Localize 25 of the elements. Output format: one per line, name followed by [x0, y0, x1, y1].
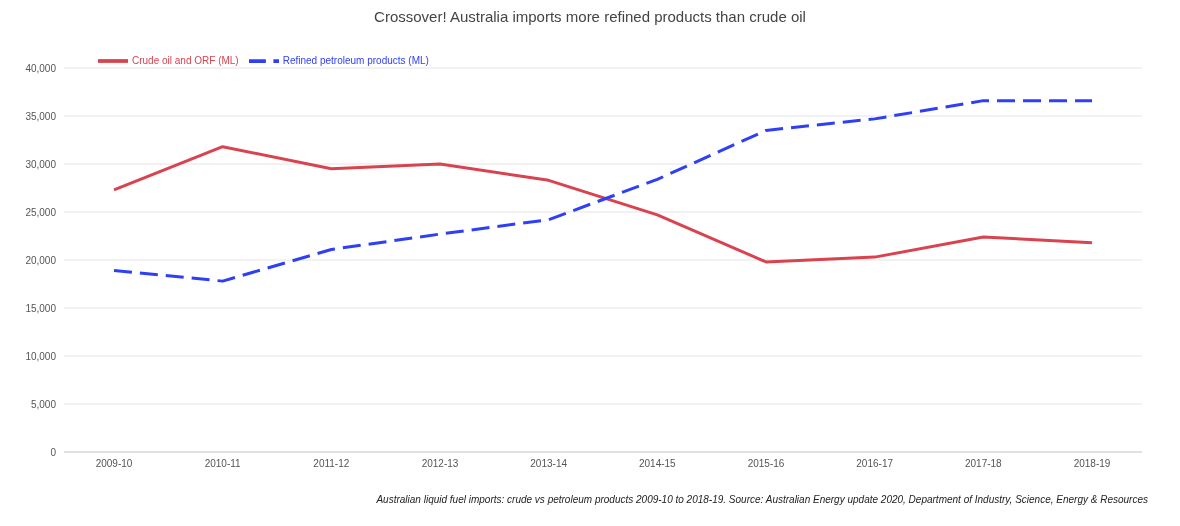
- legend-label: Refined petroleum products (ML): [282, 54, 429, 66]
- x-tick-label: 2009-10: [95, 458, 133, 470]
- y-tick-label: 10,000: [25, 350, 57, 362]
- x-tick-label: 2014-15: [638, 458, 677, 470]
- line-series: [112, 145, 1094, 264]
- x-tick-label: 2011-12: [313, 458, 350, 470]
- x-tick-label: 2017-18: [964, 458, 1003, 470]
- y-tick-label: 15,000: [25, 302, 57, 314]
- x-tick-label: 2016-17: [856, 458, 894, 470]
- line-series: [112, 99, 1094, 283]
- y-tick-label: 35,000: [25, 110, 57, 122]
- y-tick-label: 25,000: [25, 206, 57, 218]
- legend-label: Crude oil and ORF (ML): [132, 54, 239, 66]
- x-tick-label: 2010-11: [204, 458, 242, 470]
- y-tick-label: 5,000: [30, 398, 57, 410]
- chart-title: Crossover! Australia imports more refined products than crude oil: [373, 8, 807, 27]
- text: Australian liquid fuel imports: crude vs petroleum products 2009-10 to 2018-19. Source: Australian Energy update 2020, Department of Industry, Science, Energy & Resources: [375, 494, 1149, 505]
- x-tick-label: 2012-13: [421, 458, 459, 470]
- x-tick-label: 2018-19: [1073, 458, 1111, 470]
- y-tick-label: 20,000: [25, 254, 57, 266]
- y-tick-label: 30,000: [25, 158, 57, 170]
- y-tick-label: 0: [50, 446, 57, 458]
- x-tick-label: 2015-16: [747, 458, 785, 470]
- y-tick-label: 40,000: [25, 62, 57, 74]
- x-tick-label: 2013-14: [530, 458, 568, 470]
